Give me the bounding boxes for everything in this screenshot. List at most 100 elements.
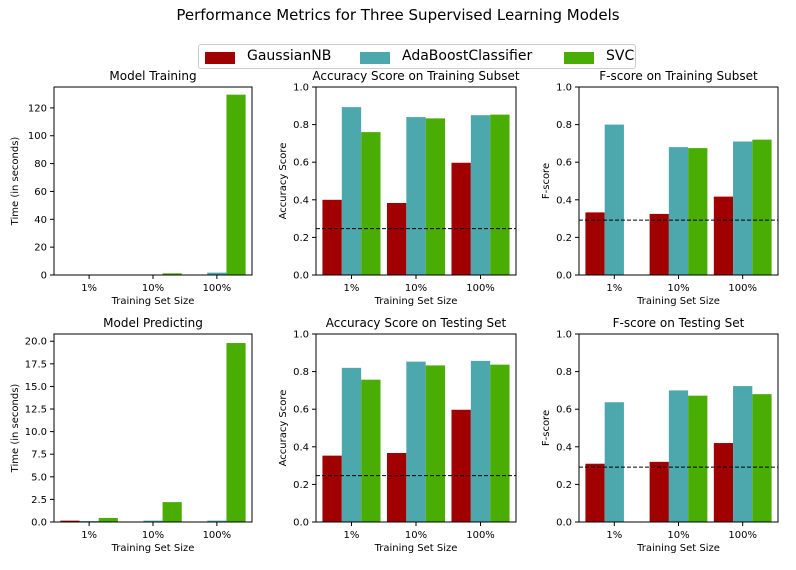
x-tick-label: 10% [142,283,164,294]
legend-label-adaboost: AdaBoostClassifier [402,48,533,64]
y-tick-label: 0.2 [293,233,309,244]
bar-adaboostclassifier-100pct [470,360,491,522]
y-tick-label: 0.2 [293,480,309,491]
bar-svc-10pct [688,395,708,522]
y-tick-label: 0.8 [556,120,572,131]
y-tick-label: 0.4 [556,442,572,453]
bar-svc-10pct [425,118,446,276]
y-tick-label: 120 [28,103,47,114]
y-tick-label: 2.5 [31,495,47,506]
bar-svc-1pct [98,517,118,522]
y-tick-label: 0.6 [293,158,309,169]
legend: GaussianNB AdaBoostClassifier SVC [198,44,636,69]
y-tick-label: 0.6 [556,158,572,169]
y-tick-label: 20.0 [25,337,47,348]
y-tick-label: 0.0 [556,271,572,282]
bar-adaboostclassifier-10pct [143,520,163,522]
bar-gaussiannb-100pct [713,196,734,275]
y-tick-label: 10.0 [25,427,47,438]
x-axis-label: Training Set Size [636,543,720,554]
y-tick-label: 20 [34,243,47,254]
bar-svc-1pct [361,379,381,522]
x-tick-label: 100% [728,530,757,541]
bar-adaboostclassifier-1pct [341,367,362,522]
x-tick-label: 1% [606,283,622,294]
axes-frame [53,333,253,523]
legend-swatch-gaussiannb [205,52,235,64]
y-tick-label: 100 [28,131,47,142]
x-tick-label: 100% [466,283,495,294]
y-tick-label: 0.6 [556,405,572,416]
y-axis-label: Time (in seconds) [10,137,21,227]
x-tick-label: 10% [405,530,427,541]
x-axis-label: Training Set Size [374,296,458,307]
x-axis-label: Training Set Size [111,296,195,307]
legend-label-gaussiannb: GaussianNB [247,48,332,64]
x-axis-label: Training Set Size [111,543,195,554]
y-tick-label: 0.0 [293,271,309,282]
bar-gaussiannb-10pct [649,461,669,522]
x-tick-label: 100% [466,530,495,541]
bar-gaussiannb-100pct [451,409,471,522]
x-tick-label: 10% [142,530,164,541]
x-tick-label: 100% [203,283,232,294]
x-axis-label: Training Set Size [374,543,458,554]
subplot-title: F-score on Training Subset [599,69,758,83]
x-tick-label: 1% [344,530,360,541]
bar-adaboostclassifier-100pct [733,141,753,275]
bar-adaboostclassifier-100pct [207,272,227,275]
y-tick-label: 40 [34,215,47,226]
y-tick-label: 15.0 [25,382,47,393]
y-tick-label: 0.4 [293,195,309,206]
y-tick-label: 0.4 [556,195,572,206]
y-tick-label: 5.0 [31,472,47,483]
bar-svc-100pct [752,394,772,522]
bar-gaussiannb-10pct [386,202,407,275]
bar-adaboostclassifier-10pct [668,390,689,522]
bar-adaboostclassifier-10pct [668,147,689,275]
bar-adaboostclassifier-100pct [207,520,227,522]
y-axis-label: F-score [541,410,552,446]
bar-gaussiannb-10pct [386,453,407,522]
legend-swatch-svc [564,52,594,64]
y-tick-label: 1.0 [556,83,572,94]
bar-adaboostclassifier-100pct [733,386,753,522]
figure-title: Performance Metrics for Three Supervised… [176,6,620,24]
bar-gaussiannb-1pct [585,463,605,522]
y-tick-label: 0.2 [556,480,572,491]
bar-svc-100pct [226,343,246,522]
y-tick-label: 60 [34,187,47,198]
y-tick-label: 0.8 [293,367,309,378]
subplot-title: Accuracy Score on Testing Set [326,316,507,330]
bar-svc-10pct [162,273,182,275]
bar-gaussiannb-10pct [649,213,669,275]
x-tick-label: 1% [81,530,97,541]
bar-adaboostclassifier-10pct [406,361,426,522]
bar-adaboostclassifier-1pct [604,124,624,275]
bar-adaboostclassifier-1pct [604,402,624,522]
axes-frame [53,86,253,276]
y-tick-label: 0.6 [293,405,309,416]
bar-svc-10pct [162,502,182,522]
bar-svc-100pct [490,114,510,275]
x-tick-label: 10% [405,283,427,294]
y-tick-label: 0.0 [31,518,47,529]
x-tick-label: 10% [667,283,689,294]
y-tick-label: 12.5 [25,405,47,416]
y-axis-label: F-score [541,163,552,199]
bar-svc-100pct [226,94,246,275]
bar-gaussiannb-1pct [585,212,605,275]
y-tick-label: 17.5 [25,359,47,370]
legend-swatch-adaboost [360,52,390,64]
bar-svc-10pct [688,148,708,275]
bar-adaboostclassifier-10pct [406,117,426,275]
y-axis-label: Accuracy Score [278,390,289,467]
x-tick-label: 1% [344,283,360,294]
x-tick-label: 100% [203,530,232,541]
y-tick-label: 0 [41,271,47,282]
y-axis-label: Time (in seconds) [10,384,21,474]
bar-svc-100pct [490,364,510,522]
bar-gaussiannb-100pct [451,162,471,275]
bar-svc-1pct [361,132,381,275]
y-tick-label: 1.0 [293,330,309,341]
